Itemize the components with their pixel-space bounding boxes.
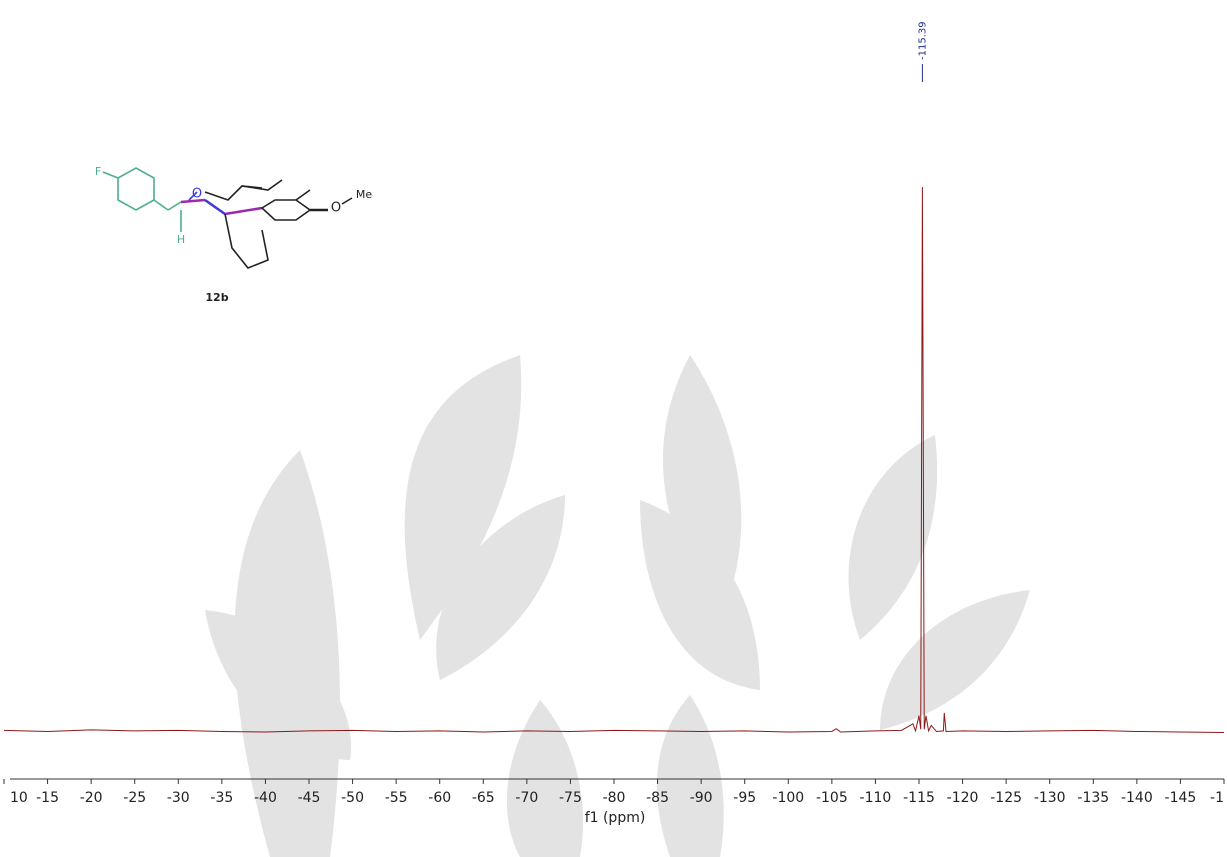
atom-label: H: [177, 233, 185, 246]
x-tick-label: -135: [1077, 790, 1109, 806]
structure: [102, 167, 353, 269]
watermark: [205, 355, 1030, 857]
x-tick-label: -70: [515, 790, 538, 806]
x-tick-label: -40: [254, 790, 277, 806]
x-tick-label: -95: [733, 790, 756, 806]
x-tick-label: -30: [167, 790, 190, 806]
x-tick-label: -130: [1034, 790, 1066, 806]
x-tick-label: -75: [559, 790, 582, 806]
x-tick-label: -125: [990, 790, 1022, 806]
spectrum-line: [3, 186, 1225, 734]
x-tick-label: -110: [860, 790, 892, 806]
x-tick-label: -25: [123, 790, 146, 806]
x-tick-label: -55: [385, 790, 408, 806]
x-tick-label: -90: [690, 790, 713, 806]
structure-labels: F O H O Me: [95, 165, 373, 246]
x-axis-title: f1 (ppm): [585, 810, 646, 826]
x-tick-label: -1: [1210, 790, 1224, 806]
x-tick-label: -120: [947, 790, 979, 806]
peak-label: -115.39: [917, 21, 928, 60]
x-tick-label: -80: [603, 790, 626, 806]
atom-label: Me: [356, 188, 372, 201]
atom-label: O: [192, 187, 202, 202]
x-tick-label: -140: [1121, 790, 1153, 806]
atom-label: O: [331, 201, 341, 216]
x-tick-label: -50: [341, 790, 364, 806]
x-tick-label: -85: [646, 790, 669, 806]
atom-label: F: [95, 165, 101, 178]
x-tick-label: -145: [1165, 790, 1197, 806]
x-tick-label: -105: [816, 790, 848, 806]
x-tick-label: -15: [36, 790, 59, 806]
x-tick-label: -60: [428, 790, 451, 806]
x-tick-label: -65: [472, 790, 495, 806]
x-tick-label: 10: [10, 790, 28, 806]
x-tick-label: -35: [210, 790, 233, 806]
x-tick-label: -115: [903, 790, 935, 806]
x-tick-label: -20: [80, 790, 103, 806]
x-tick-label: -45: [298, 790, 321, 806]
x-tick-label: -100: [772, 790, 804, 806]
compound-label: 12b: [205, 291, 228, 304]
